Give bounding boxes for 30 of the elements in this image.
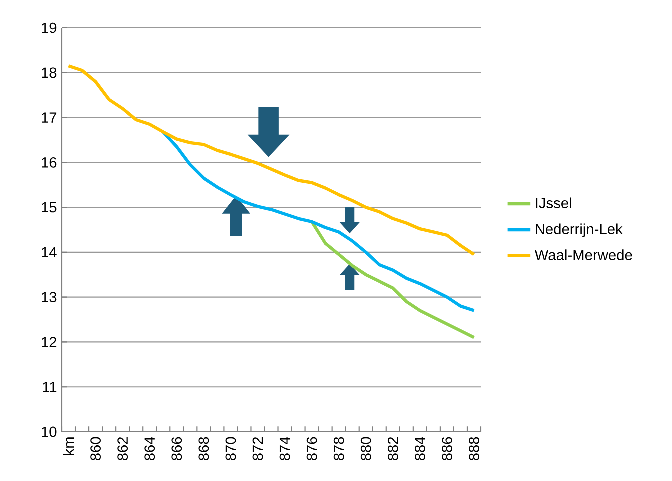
legend-label: Nederrijn-Lek	[536, 224, 623, 238]
x-tick-label: 860	[90, 437, 101, 461]
y-tick-label: 15	[42, 202, 57, 213]
x-tick-label: 880	[360, 437, 372, 461]
y-tick-label: 11	[43, 382, 57, 392]
y-tick-label: 14	[42, 247, 57, 258]
x-tick-label: 868	[198, 437, 210, 461]
line-series	[67, 64, 476, 256]
legend-label: IJssel	[536, 198, 572, 208]
y-tick-label: 16	[42, 157, 57, 168]
x-tick-label: 878	[334, 437, 344, 461]
x-tick-label: 864	[144, 437, 156, 461]
y-tick-label: 10	[42, 426, 57, 438]
y-tick-label: 19	[42, 22, 57, 34]
x-tick-label: 882	[388, 437, 398, 461]
x-tick-label: 886	[442, 437, 452, 461]
x-tick-label: 888	[469, 437, 480, 461]
x-tick-label: 874	[280, 437, 290, 461]
x-tick-label: km	[63, 438, 74, 456]
x-tick-label: 872	[252, 437, 264, 461]
y-tick-label: 13	[42, 292, 57, 303]
y-tick-label: 18	[42, 68, 57, 78]
x-tick-label: 884	[415, 437, 426, 461]
y-tick-label: 12	[42, 337, 57, 348]
y-tick-label: 17	[42, 112, 57, 123]
x-tick-label: 876	[306, 437, 318, 461]
x-tick-label: 870	[226, 437, 236, 461]
legend-label: Waal-Merwede	[534, 250, 632, 260]
x-tick-label: 866	[172, 437, 182, 461]
x-tick-label: 862	[118, 437, 128, 461]
